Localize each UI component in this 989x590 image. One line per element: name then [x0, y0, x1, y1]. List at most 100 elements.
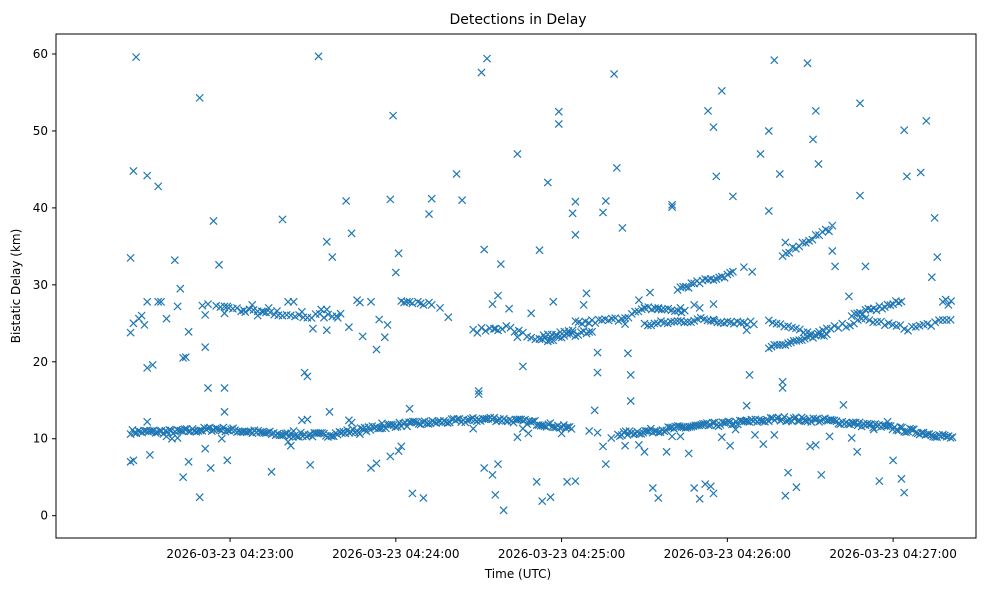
data-point [376, 424, 385, 433]
data-point [900, 488, 909, 497]
data-point [154, 297, 163, 306]
data-point [593, 368, 602, 377]
data-point [452, 169, 461, 179]
data-point [366, 297, 376, 306]
data-point [203, 383, 213, 393]
data-point [618, 223, 627, 232]
data-point [640, 447, 649, 456]
data-point [554, 119, 563, 129]
data-point [209, 216, 218, 226]
data-point [480, 463, 489, 473]
data-point [917, 428, 926, 437]
data-point [582, 289, 591, 298]
data-point [756, 149, 765, 159]
data-point [781, 249, 790, 258]
data-point [593, 348, 602, 357]
data-point [129, 166, 138, 176]
data-point [623, 349, 632, 358]
data-point [815, 417, 824, 426]
data-point [223, 456, 232, 465]
data-point [830, 321, 839, 330]
data-point [709, 123, 718, 132]
data-point [759, 440, 768, 449]
data-point [342, 196, 351, 206]
data-point [739, 263, 748, 272]
data-point [332, 312, 341, 321]
data-point [314, 52, 323, 61]
data-point [742, 401, 751, 410]
data-point [948, 433, 957, 442]
data-point [610, 69, 619, 79]
data-point [444, 313, 453, 322]
data-point [394, 447, 403, 456]
data-point [657, 305, 666, 314]
data-point [626, 370, 635, 379]
data-point [201, 343, 210, 352]
data-point [673, 316, 682, 326]
data-point [811, 106, 820, 115]
data-point [458, 196, 467, 205]
data-point [524, 429, 533, 438]
data-point [818, 227, 827, 236]
data-point [701, 480, 710, 489]
data-point [579, 300, 588, 309]
data-point [695, 494, 704, 503]
data-point [670, 317, 679, 326]
data-point [248, 300, 257, 309]
y-tick-label: 30 [33, 278, 48, 292]
data-point [372, 345, 381, 354]
data-point [643, 321, 652, 330]
data-point [680, 318, 689, 327]
data-point [792, 483, 801, 492]
data-point [134, 426, 143, 435]
data-point [644, 303, 653, 312]
data-point [626, 396, 635, 406]
data-point [386, 195, 395, 204]
data-point [668, 200, 677, 209]
data-point [824, 227, 834, 236]
data-point [845, 321, 855, 330]
data-point [634, 296, 643, 305]
data-point [598, 442, 608, 451]
data-point [469, 424, 478, 433]
data-point [480, 245, 489, 254]
data-point [587, 327, 597, 336]
data-point [477, 323, 486, 332]
data-point [179, 473, 188, 482]
data-point [601, 196, 610, 206]
data-point [372, 459, 381, 468]
data-point [778, 377, 787, 386]
data-point [203, 300, 213, 309]
data-point [464, 415, 474, 425]
data-point [712, 172, 721, 181]
y-tick-label: 50 [33, 124, 48, 138]
data-point [394, 249, 403, 258]
data-point [695, 303, 704, 312]
data-point [232, 304, 242, 313]
data-point [184, 327, 193, 336]
data-point [728, 267, 737, 276]
data-point [784, 339, 793, 348]
data-point [419, 300, 428, 309]
data-point [791, 244, 800, 253]
data-point [496, 260, 505, 269]
data-point [621, 441, 630, 450]
data-point [706, 482, 715, 491]
data-point [184, 457, 193, 466]
data-point [162, 314, 171, 323]
data-point [798, 238, 807, 247]
data-point [195, 93, 204, 102]
data-point [621, 313, 630, 323]
data-point [585, 327, 594, 337]
data-point [847, 433, 856, 443]
data-point [129, 456, 138, 465]
data-point [880, 321, 889, 330]
data-point [717, 433, 726, 442]
data-point [324, 310, 333, 319]
plot-area [126, 52, 957, 515]
data-point [826, 324, 835, 333]
data-point [532, 477, 541, 486]
data-point [646, 424, 655, 433]
data-point [498, 325, 507, 334]
